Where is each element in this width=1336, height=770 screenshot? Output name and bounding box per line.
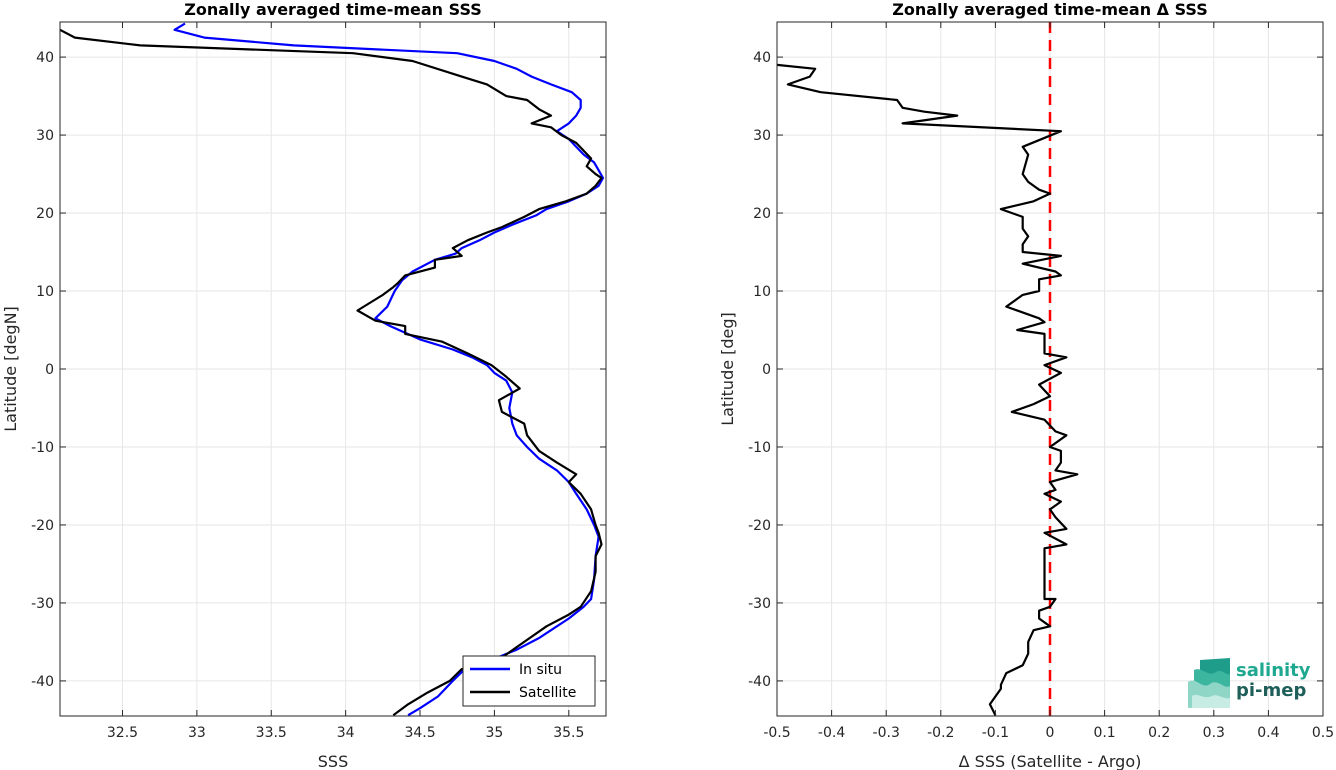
legend-label-in-situ: In situ [519,662,562,678]
sss-x-tick-label: 34 [337,725,355,741]
logo-waves-icon [1188,658,1230,708]
sss-y-tick-label: -30 [31,596,54,612]
sss-y-tick-label: 0 [45,362,54,378]
sss-series [60,22,605,716]
delta-sss-x-tick-label: 0 [1046,725,1055,741]
delta-sss-series [777,22,1079,716]
delta-sss-x-tick-label: 0.1 [1093,725,1115,741]
sss-y-tick-label: -20 [31,518,54,534]
sss-x-tick-label: 33 [188,725,206,741]
delta-sss-ticks: -0.5 -0.4 -0.3 -0.2 -0.1 0 0.1 0.2 0.3 0.4 0.5 -40 -… [748,22,1334,741]
delta-sss-x-tick-label: -0.5 [763,725,790,741]
legend-label-satellite: Satellite [519,685,576,701]
delta-sss-y-tick-label: -20 [748,518,771,534]
delta-sss-y-tick-label: -10 [748,440,771,456]
sss-x-tick-label: 35.5 [553,725,584,741]
delta-sss-x-tick-label: -0.1 [982,725,1009,741]
delta-sss-x-tick-label: 0.5 [1312,725,1334,741]
sss-x-tick-label: 35 [486,725,504,741]
sss-grid [60,22,606,716]
sss-x-tick-label: 33.5 [256,725,287,741]
sss-y-tick-label: -10 [31,440,54,456]
sss-y-tick-label: 40 [36,50,54,66]
delta-sss-y-tick-label: -40 [748,674,771,690]
delta-sss-series-line-delta [777,63,1079,716]
sss-y-tick-label: 20 [36,206,54,222]
delta-sss-title: Zonally averaged time-mean Δ SSS [892,0,1208,19]
delta-sss-x-tick-label: -0.3 [873,725,900,741]
delta-sss-x-tick-label: 0.4 [1257,725,1279,741]
delta-sss-y-tick-label: 10 [753,284,771,300]
delta-sss-panel: -0.5 -0.4 -0.3 -0.2 -0.1 0 0.1 0.2 0.3 0.4 0.5 -40 -… [718,0,1334,770]
sss-ticks: 32.5 33 33.5 34 34.5 35 35.5 -40 -30 -20 -10 0 10 20 3… [31,22,606,741]
sss-series-line-satellite [60,28,603,716]
sss-panel: 32.5 33 33.5 34 34.5 35 35.5 -40 -30 -20 -10 0 10 20 3… [1,0,607,770]
legend: In situ Satellite [462,655,596,707]
delta-sss-y-tick-label: -30 [748,596,771,612]
sss-x-tick-label: 32.5 [107,725,138,741]
logo-line-1: salinity [1236,660,1311,681]
delta-sss-x-tick-label: -0.2 [927,725,954,741]
delta-sss-x-label: Δ SSS (Satellite - Argo) [959,752,1142,770]
sss-x-tick-label: 34.5 [404,725,435,741]
delta-sss-x-tick-label: 0.3 [1203,725,1225,741]
delta-sss-y-label: Latitude [deg] [718,312,737,426]
delta-sss-x-tick-label: -0.4 [818,725,845,741]
legend-box [462,655,596,707]
delta-sss-y-tick-label: 0 [762,362,771,378]
sss-x-label: SSS [318,752,348,770]
delta-sss-x-tick-label: 0.2 [1148,725,1170,741]
sss-y-label: Latitude [degN] [1,306,20,432]
logo-line-2: pi-mep [1236,680,1307,701]
delta-sss-y-tick-label: 30 [753,128,771,144]
sss-y-tick-label: 30 [36,128,54,144]
sss-y-tick-label: -40 [31,674,54,690]
salinity-pi-mep-logo: salinity pi-mep [1186,656,1316,708]
sss-title: Zonally averaged time-mean SSS [184,0,482,19]
sss-y-tick-label: 10 [36,284,54,300]
delta-sss-y-tick-label: 20 [753,206,771,222]
delta-sss-y-tick-label: 40 [753,50,771,66]
